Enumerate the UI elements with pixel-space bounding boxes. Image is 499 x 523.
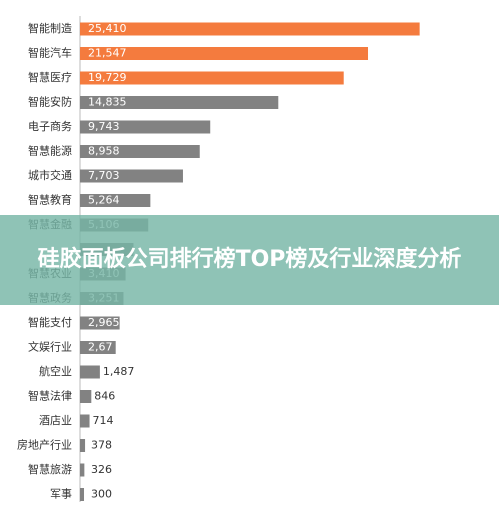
y-tick-label: 城市交通 bbox=[28, 168, 72, 182]
y-tick-label: 酒店业 bbox=[39, 413, 72, 427]
bar bbox=[80, 390, 92, 403]
value-label: 9,743 bbox=[88, 120, 120, 133]
banner-text: 硅胶面板公司排行榜TOP榜及行业深度分析 bbox=[37, 247, 462, 272]
bar bbox=[80, 47, 369, 60]
y-tick-label: 智慧教育 bbox=[28, 193, 72, 207]
bar bbox=[80, 439, 86, 452]
value-label: 8,958 bbox=[88, 145, 120, 158]
y-tick-label: 房地产行业 bbox=[17, 438, 72, 452]
y-tick-label: 智慧法律 bbox=[28, 389, 72, 403]
y-tick-label: 航空业 bbox=[39, 364, 72, 378]
bar bbox=[80, 414, 90, 428]
bar bbox=[80, 145, 200, 158]
bar bbox=[80, 488, 85, 501]
bar bbox=[80, 316, 120, 330]
bar bbox=[80, 96, 279, 109]
banner: 硅胶面板公司排行榜TOP榜及行业深度分析 bbox=[0, 215, 499, 305]
bar bbox=[80, 463, 85, 477]
y-tick-label: 智能汽车 bbox=[28, 46, 72, 60]
value-label: 2,67 bbox=[88, 341, 113, 354]
value-label: 7,703 bbox=[88, 169, 120, 182]
y-tick-label: 智能安防 bbox=[28, 95, 72, 109]
value-label: 21,547 bbox=[88, 47, 127, 60]
value-label: 5,264 bbox=[88, 194, 120, 207]
bar bbox=[80, 169, 183, 183]
bar bbox=[80, 341, 116, 354]
y-tick-label: 智慧旅游 bbox=[28, 462, 72, 476]
y-tick-label: 军事 bbox=[50, 488, 72, 501]
value-label: 326 bbox=[91, 463, 112, 476]
y-tick-label: 文娱行业 bbox=[28, 340, 72, 354]
value-label: 19,729 bbox=[88, 71, 127, 84]
value-label: 300 bbox=[91, 488, 112, 501]
y-tick-label: 智能制造 bbox=[28, 21, 72, 35]
bar bbox=[80, 22, 420, 36]
y-tick-label: 电子商务 bbox=[28, 119, 72, 133]
y-tick-label: 智慧医疗 bbox=[28, 70, 72, 84]
bar bbox=[80, 120, 211, 134]
y-tick-label: 智能支付 bbox=[28, 315, 72, 329]
value-label: 2,965 bbox=[88, 316, 120, 329]
bar bbox=[80, 194, 151, 207]
value-label: 14,835 bbox=[88, 96, 127, 109]
value-label: 378 bbox=[91, 439, 112, 452]
bar bbox=[80, 365, 100, 379]
y-tick-label: 智慧能源 bbox=[28, 144, 72, 158]
bar bbox=[80, 71, 344, 85]
value-label: 1,487 bbox=[103, 365, 135, 378]
value-label: 846 bbox=[94, 390, 115, 403]
value-label: 714 bbox=[93, 414, 114, 427]
value-label: 25,410 bbox=[88, 22, 127, 35]
